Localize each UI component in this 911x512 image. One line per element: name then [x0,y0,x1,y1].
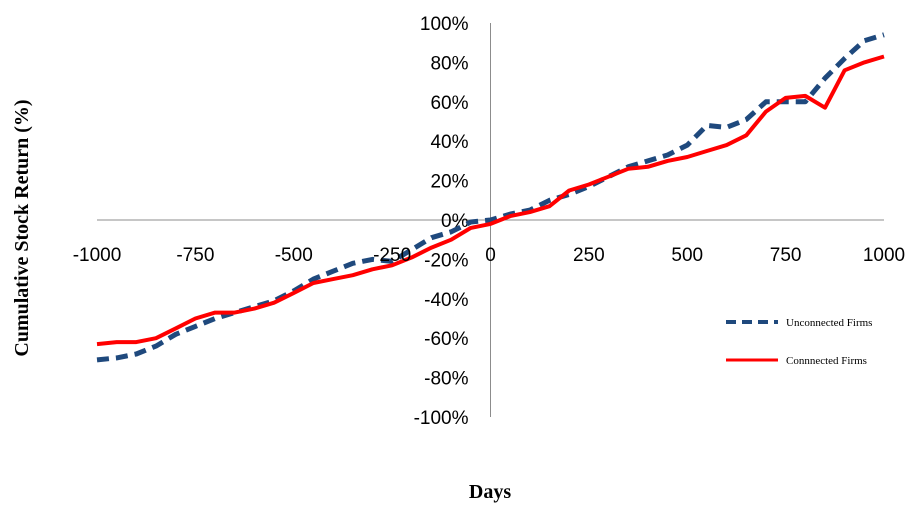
y-axis-title: Cumulative Stock Return (%) [11,99,33,356]
x-tick-labels: -1000 -750 -500 -250 0 250 500 750 1000 [73,245,905,266]
x-tick-label: -1000 [73,245,122,266]
x-tick-label: -750 [176,245,214,266]
legend: Unconnected Firms Connnected Firms [726,317,872,367]
y-tick-label: 40% [430,132,468,153]
x-tick-label: -500 [275,245,313,266]
x-tick-label: -250 [373,245,411,266]
x-tick-label: 250 [573,245,605,266]
legend-label: Connnected Firms [786,355,867,367]
y-tick-label: 60% [430,93,468,114]
y-tick-label: 100% [420,14,469,35]
y-tick-label: -60% [424,329,468,350]
series-line-connected-firms [96,54,885,347]
x-tick-label: 750 [770,245,802,266]
x-axis-title: Days [469,481,511,503]
legend-label: Unconnected Firms [786,317,872,329]
y-tick-label: -100% [414,408,469,429]
y-tick-label: 0% [441,211,469,232]
x-tick-label: 0 [485,245,496,266]
y-tick-label: -20% [424,250,468,271]
x-tick-label: 1000 [863,245,905,266]
y-tick-label: -40% [424,290,468,311]
y-tick-label: 80% [430,53,468,74]
x-tick-label: 500 [671,245,703,266]
y-tick-labels: 100% 80% 60% 40% 20% 0% -20% -40% -60% -80% -100% [414,14,469,429]
series-lines [96,32,885,363]
y-tick-label: 20% [430,172,468,193]
y-tick-label: -80% [424,369,468,390]
